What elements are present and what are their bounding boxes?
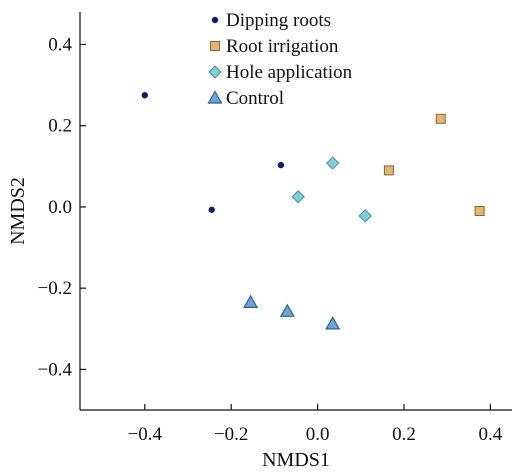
legend-item-hole-application: Hole application bbox=[208, 62, 353, 83]
y-ticks: 0.4 0.2 0.0 −0.2 −0.4 bbox=[38, 34, 86, 380]
legend-label-root-irrigation: Root irrigation bbox=[226, 36, 339, 57]
legend-label-control: Control bbox=[226, 88, 284, 109]
legend-marker-triangle bbox=[207, 90, 223, 104]
y-tick-label: −0.2 bbox=[38, 278, 72, 299]
legend: Dipping roots Root irrigation Hole appli… bbox=[207, 10, 353, 109]
data-point-square bbox=[474, 206, 485, 216]
x-ticks: −0.4 −0.2 0.0 0.2 0.4 bbox=[128, 404, 503, 445]
data-point-diamond bbox=[291, 190, 305, 204]
legend-marker-shape bbox=[211, 16, 219, 24]
x-tick-label: 0.2 bbox=[392, 424, 416, 445]
legend-marker-shape bbox=[207, 90, 223, 104]
legend-marker-square bbox=[210, 41, 220, 51]
legend-item-dipping-roots: Dipping roots bbox=[211, 10, 331, 31]
legend-marker-diamond bbox=[208, 65, 222, 79]
data-point-circle bbox=[208, 206, 215, 213]
axes bbox=[79, 12, 512, 411]
data-points bbox=[141, 92, 485, 330]
data-point-triangle bbox=[243, 294, 259, 308]
x-tick-label: 0.4 bbox=[479, 424, 503, 445]
legend-label-hole-application: Hole application bbox=[226, 62, 353, 83]
legend-label-dipping-roots: Dipping roots bbox=[226, 10, 331, 31]
x-tick-label: −0.4 bbox=[128, 424, 163, 445]
y-tick-label: 0.0 bbox=[48, 197, 72, 218]
data-point-square bbox=[435, 113, 446, 124]
y-tick-label: 0.2 bbox=[48, 116, 72, 137]
y-tick-label: 0.4 bbox=[48, 34, 72, 55]
x-tick-label: 0.0 bbox=[306, 424, 330, 445]
data-point-diamond bbox=[326, 156, 340, 170]
y-tick-label: −0.4 bbox=[38, 359, 73, 380]
legend-marker-circle bbox=[211, 16, 219, 24]
data-point-diamond bbox=[358, 209, 372, 223]
legend-marker-shape bbox=[210, 41, 220, 51]
y-axis-title: NMDS2 bbox=[7, 177, 29, 245]
data-point-square bbox=[383, 165, 394, 176]
data-point-triangle bbox=[325, 316, 341, 330]
data-point-circle bbox=[277, 161, 285, 169]
legend-item-control: Control bbox=[207, 88, 284, 109]
x-tick-label: −0.2 bbox=[214, 424, 248, 445]
legend-item-root-irrigation: Root irrigation bbox=[210, 36, 339, 57]
data-point-circle bbox=[141, 92, 148, 99]
data-point-triangle bbox=[279, 303, 295, 317]
legend-marker-shape bbox=[208, 65, 222, 79]
x-axis-title: NMDS1 bbox=[262, 449, 330, 471]
